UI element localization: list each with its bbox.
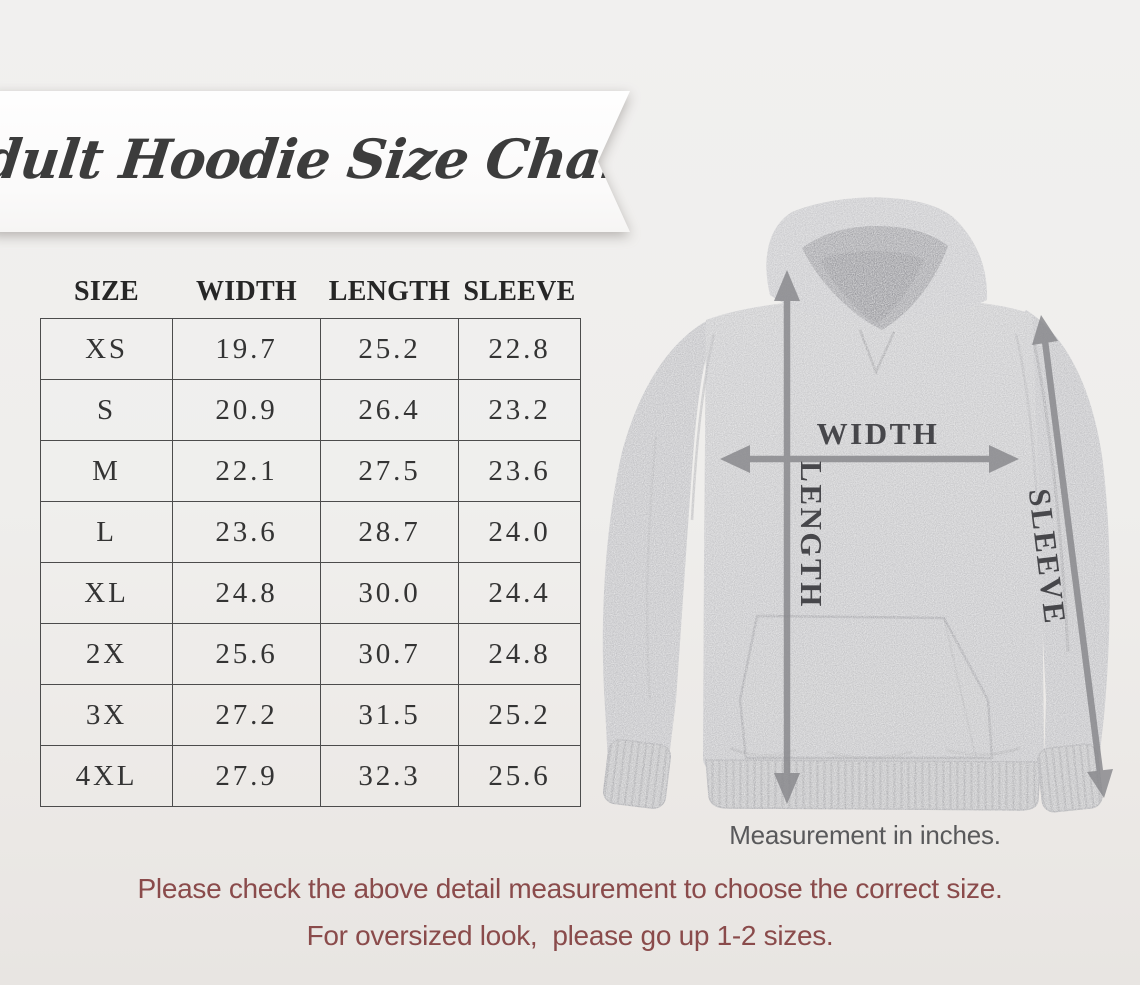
hoodie-left-sleeve xyxy=(602,318,716,783)
table-row: 2X 25.6 30.7 24.8 xyxy=(40,623,581,685)
hoodie-pocket xyxy=(738,614,994,760)
title-banner: Adult Hoodie Size Chart xyxy=(0,91,630,232)
table-row: L 23.6 28.7 24.0 xyxy=(40,501,581,563)
length-arrow xyxy=(774,270,800,804)
table-cell: 30.7 xyxy=(320,623,459,685)
table-cell: 2X xyxy=(40,623,173,685)
footer-note-1: Please check the above detail measuremen… xyxy=(137,873,1003,904)
table-cell: 26.4 xyxy=(320,379,459,441)
seam-lines xyxy=(645,333,1070,701)
table-cell: S xyxy=(40,379,173,441)
table-row: S 20.9 26.4 23.2 xyxy=(40,379,581,441)
footer-note-2: For oversized look, please go up 1-2 siz… xyxy=(306,920,834,951)
table-row: 3X 27.2 31.5 25.2 xyxy=(40,684,581,746)
table-cell: 24.8 xyxy=(458,623,581,685)
table-row: XL 24.8 30.0 24.4 xyxy=(40,562,581,624)
table-cell: 31.5 xyxy=(320,684,459,746)
table-cell: 27.5 xyxy=(320,440,459,502)
measurement-note: Measurement in inches. xyxy=(729,820,1001,850)
table-cell: 4XL xyxy=(40,745,173,807)
table-cell: 25.2 xyxy=(320,318,459,380)
chest-v-seam xyxy=(858,329,896,376)
table-cell: 22.8 xyxy=(458,318,581,380)
hoodie-diagram: WIDTH LENGTH SLEEVE xyxy=(602,197,1113,813)
table-cell: XL xyxy=(40,562,173,624)
width-arrow xyxy=(720,445,1019,473)
table-cell: 27.9 xyxy=(172,745,321,807)
table-cell: 25.2 xyxy=(458,684,581,746)
table-header-row: SIZE WIDTH LENGTH SLEEVE xyxy=(41,276,581,319)
table-cell: 25.6 xyxy=(172,623,321,685)
table-cell: 20.9 xyxy=(172,379,321,441)
pocket-crease xyxy=(943,617,977,759)
table-cell: 23.2 xyxy=(458,379,581,441)
table-cell: 28.7 xyxy=(320,501,459,563)
table-cell: 19.7 xyxy=(172,318,321,380)
table-cell: M xyxy=(40,440,173,502)
hoodie-left-cuff xyxy=(603,739,671,809)
sleeve-arrow xyxy=(1032,315,1113,798)
length-label: LENGTH xyxy=(794,461,829,609)
table-cell: 30.0 xyxy=(320,562,459,624)
table-cell: 3X xyxy=(40,684,173,746)
table-cell: L xyxy=(40,501,173,563)
column-header: WIDTH xyxy=(196,276,297,307)
hood-opening-shadow xyxy=(820,251,924,324)
table-cell: 23.6 xyxy=(172,501,321,563)
table-row: 4XL 27.9 32.3 25.6 xyxy=(40,745,581,807)
table-row: M 22.1 27.5 23.6 xyxy=(40,440,581,502)
table-row: XS 19.7 25.2 22.8 xyxy=(40,318,581,380)
hoodie-hem-band xyxy=(705,759,1041,811)
table-cell: 27.2 xyxy=(172,684,321,746)
width-label: WIDTH xyxy=(817,416,940,451)
size-table: SIZE WIDTH LENGTH SLEEVE XS 19.7 25.2 22.8 S 20.… xyxy=(40,276,581,807)
measurement-arrows xyxy=(720,270,1113,804)
column-header: SLEEVE xyxy=(463,276,576,307)
table-cell: 24.4 xyxy=(458,562,581,624)
table-cell: 24.8 xyxy=(172,562,321,624)
table-cell: 24.0 xyxy=(458,501,581,563)
banner-ribbon-shape: Adult Hoodie Size Chart xyxy=(0,91,630,232)
table-cell: XS xyxy=(40,318,173,380)
table-cell: 22.1 xyxy=(172,440,321,502)
column-header: LENGTH xyxy=(328,276,451,307)
table-cell: 32.3 xyxy=(320,745,459,807)
page-title: Adult Hoodie Size Chart xyxy=(0,126,656,191)
table-cell: 23.6 xyxy=(458,440,581,502)
column-header: SIZE xyxy=(74,276,139,307)
table-cell: 25.6 xyxy=(458,745,581,807)
